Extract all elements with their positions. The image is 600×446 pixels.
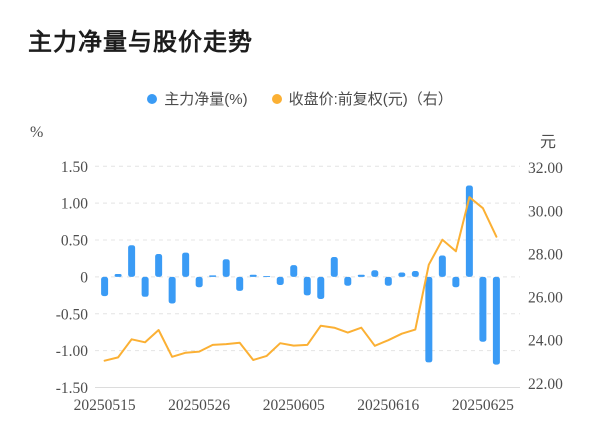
bar bbox=[330, 256, 338, 277]
right-axis-tick-label: 30.00 bbox=[528, 203, 563, 220]
right-axis-tick-label: 24.00 bbox=[528, 333, 563, 350]
right-axis-tick-labels: 32.00 30.00 28.00 26.00 24.00 22.00 bbox=[528, 160, 563, 393]
left-axis-tick-label: -1.50 bbox=[56, 380, 89, 397]
bar bbox=[155, 254, 163, 277]
bar bbox=[209, 275, 217, 277]
right-axis-tick-label: 32.00 bbox=[528, 160, 563, 177]
bar bbox=[398, 272, 406, 277]
bar bbox=[128, 245, 136, 277]
price-line bbox=[103, 196, 498, 362]
bar bbox=[344, 276, 352, 286]
x-axis-tick-label: 20250616 bbox=[357, 397, 419, 414]
left-axis-tick-label: -0.50 bbox=[56, 306, 89, 323]
bar bbox=[249, 274, 257, 277]
bar bbox=[263, 276, 271, 277]
bar bbox=[101, 276, 109, 297]
right-axis-tick-label: 28.00 bbox=[528, 246, 563, 263]
bar bbox=[438, 255, 446, 277]
bar bbox=[236, 276, 244, 291]
bar-series-main-net-volume bbox=[101, 185, 500, 365]
right-axis-tick-label: 26.00 bbox=[528, 290, 563, 307]
x-axis-tick-labels: 20250515 20250526 20250605 20250616 20250625 bbox=[74, 397, 515, 414]
legend-item-close-price[interactable]: 收盘价:前复权(元)（右） bbox=[271, 88, 453, 109]
right-axis-tick-label: 22.00 bbox=[528, 376, 563, 393]
bar bbox=[452, 276, 460, 288]
left-axis-tick-labels: 1.50 1.00 0.50 0 -0.50 -1.00 -1.50 bbox=[56, 159, 89, 397]
x-axis-tick-label: 20250605 bbox=[263, 397, 325, 414]
bar bbox=[425, 276, 433, 363]
x-axis-tick-label: 20250526 bbox=[168, 397, 230, 414]
left-axis-unit-label: % bbox=[30, 124, 44, 141]
bar bbox=[290, 265, 298, 277]
legend-dot-icon bbox=[147, 93, 158, 104]
bar bbox=[195, 276, 203, 288]
legend: 主力净量(%) 收盘价:前复权(元)（右） bbox=[0, 88, 600, 109]
x-axis-tick-label: 20250625 bbox=[452, 397, 514, 414]
bar bbox=[411, 271, 419, 277]
bar bbox=[317, 276, 325, 300]
grid-lines bbox=[95, 165, 520, 389]
left-axis-tick-label: 1.50 bbox=[61, 159, 88, 176]
bar bbox=[114, 273, 122, 277]
bar bbox=[384, 276, 392, 286]
bar bbox=[141, 276, 149, 297]
left-axis-tick-label: 1.00 bbox=[61, 196, 88, 213]
bar bbox=[222, 259, 230, 277]
bar bbox=[371, 270, 379, 277]
bar bbox=[479, 276, 487, 342]
left-axis-tick-label: 0.50 bbox=[61, 233, 88, 250]
legend-dot-icon bbox=[271, 93, 282, 104]
bar bbox=[357, 274, 365, 277]
right-axis-unit-label: 元 bbox=[540, 134, 557, 151]
bar bbox=[182, 252, 190, 277]
x-axis-tick-label: 20250515 bbox=[74, 397, 136, 414]
bar bbox=[492, 276, 500, 365]
legend-item-main-net-volume[interactable]: 主力净量(%) bbox=[147, 88, 248, 109]
bar bbox=[168, 276, 176, 304]
bar bbox=[303, 276, 311, 296]
page-title: 主力净量与股价走势 bbox=[28, 29, 253, 56]
left-axis-tick-label: -1.00 bbox=[56, 343, 89, 360]
legend-item-label: 主力净量(%) bbox=[164, 91, 248, 108]
legend-item-label: 收盘价:前复权(元)（右） bbox=[288, 91, 453, 108]
bar bbox=[276, 276, 284, 286]
left-axis-tick-label: 0 bbox=[80, 269, 88, 286]
